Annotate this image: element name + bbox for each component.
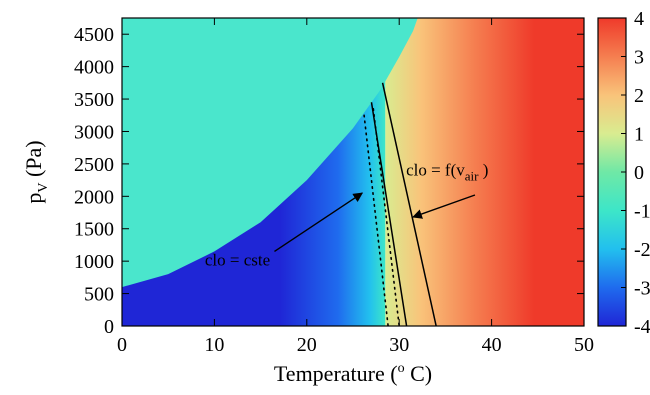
colorbar-tick-label: 4 bbox=[634, 8, 644, 30]
arrow-clo-cste bbox=[274, 192, 364, 253]
colorbar-tick-label: 0 bbox=[634, 162, 644, 184]
y-tick-label: 0 bbox=[104, 316, 114, 338]
x-axis-label-sup: o bbox=[398, 361, 405, 376]
colorbar-tick-label: -4 bbox=[634, 316, 650, 338]
y-tick-label: 2000 bbox=[74, 186, 114, 208]
y-axis-label-sub: V bbox=[36, 183, 51, 193]
x-axis-label: Temperature (o C) bbox=[274, 361, 432, 386]
y-axis-label: pV (Pa) bbox=[21, 140, 51, 203]
y-tick-label: 4500 bbox=[74, 24, 114, 46]
annotation-clo-fvair-end: ) bbox=[478, 161, 488, 180]
heatmap-plot-area bbox=[122, 18, 584, 326]
hot-region bbox=[385, 18, 584, 326]
x-tick-label: 50 bbox=[574, 334, 594, 356]
y-axis-label-end: (Pa) bbox=[21, 140, 46, 182]
colorbar-ticks: 4 3 2 1 0 -1 -2 -3 -4 bbox=[621, 8, 650, 338]
arrow-clo-fvair bbox=[412, 194, 476, 219]
y-tick-label: 3500 bbox=[74, 89, 114, 111]
annotations: clo = cste clo = f(vair ) bbox=[205, 161, 489, 270]
colorbar-tick-label: 3 bbox=[634, 47, 644, 69]
colorbar-tick-label: 2 bbox=[634, 85, 644, 107]
y-axis-ticks: 0 500 1000 1500 2000 2500 3000 3500 4000 4500 bbox=[74, 24, 584, 338]
clo-fvair-curve-0 bbox=[370, 102, 408, 326]
y-tick-label: 2500 bbox=[74, 154, 114, 176]
x-axis-label-end: C) bbox=[405, 361, 433, 386]
colorbar-tick-label: -2 bbox=[634, 239, 650, 261]
plot-frame bbox=[121, 17, 585, 327]
x-axis-ticks: 0 10 20 30 40 50 bbox=[117, 18, 594, 356]
x-tick-label: 10 bbox=[204, 334, 224, 356]
clo-fvair-curve-1 bbox=[381, 82, 437, 326]
annotation-clo-fvair-sub: air bbox=[465, 169, 479, 184]
saturated-region bbox=[122, 18, 418, 288]
colorbar-tick-label: 1 bbox=[634, 124, 644, 146]
y-tick-label: 500 bbox=[84, 284, 114, 306]
annotation-clo-fvair: clo = f(vair ) bbox=[406, 161, 488, 184]
x-axis-label-main: Temperature ( bbox=[274, 361, 398, 386]
annotation-clo-fvair-main: clo = f(v bbox=[406, 161, 465, 180]
x-tick-label: 0 bbox=[117, 334, 127, 356]
x-tick-label: 30 bbox=[389, 334, 409, 356]
x-tick-label: 20 bbox=[297, 334, 317, 356]
y-tick-label: 1000 bbox=[74, 251, 114, 273]
y-tick-label: 1500 bbox=[74, 219, 114, 241]
colorbar: 4 3 2 1 0 -1 -2 -3 -4 bbox=[597, 8, 650, 338]
annotation-clo-cste: clo = cste bbox=[205, 251, 270, 270]
y-tick-label: 4000 bbox=[74, 57, 114, 79]
colorbar-tick-label: -1 bbox=[634, 201, 650, 223]
y-axis-label-main: p bbox=[21, 193, 46, 204]
curves-layer bbox=[363, 82, 437, 326]
clo-cste-curve-0 bbox=[363, 114, 389, 326]
x-tick-label: 40 bbox=[482, 334, 502, 356]
y-tick-label: 3000 bbox=[74, 121, 114, 143]
colorbar-tick-label: -3 bbox=[634, 278, 650, 300]
